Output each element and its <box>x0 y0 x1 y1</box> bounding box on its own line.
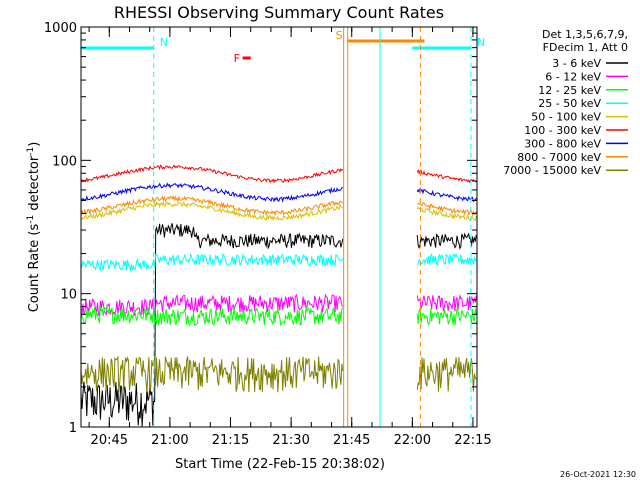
series-line-8 <box>80 355 344 393</box>
x-axis-label: Start Time (22-Feb-15 20:38:02) <box>175 457 385 472</box>
x-tick-label: 21:00 <box>151 433 188 448</box>
series-line-0 <box>80 223 344 427</box>
series-line-1 <box>416 293 477 312</box>
series-line-5 <box>416 168 477 184</box>
flag-label-N: N <box>160 36 168 49</box>
legend-label: 50 - 100 keV <box>531 111 601 124</box>
series-line-4 <box>80 200 344 222</box>
x-axis: 20:45 21:00 21:15 21:30 21:45 22:00 22:15 <box>88 27 492 448</box>
x-tick-label: 22:15 <box>454 433 491 448</box>
series-line-6 <box>416 187 477 203</box>
y-axis-label: Count Rate (s-1 detector-1) <box>26 142 42 313</box>
series-line-0 <box>416 232 477 250</box>
y-tick-label: 10 <box>60 288 77 303</box>
flag-label-S: S <box>336 29 343 42</box>
y-axis: 1 10 100 1000 <box>44 21 477 436</box>
series-line-6 <box>80 182 344 203</box>
legend-label: 12 - 25 keV <box>538 84 601 97</box>
series-line-7 <box>80 194 343 217</box>
series-line-2 <box>80 306 343 327</box>
plot-frame <box>80 26 478 428</box>
y-tick-label: 100 <box>52 154 77 169</box>
x-tick-label: 21:45 <box>333 433 370 448</box>
legend-label: 6 - 12 keV <box>545 70 601 83</box>
legend-label: 25 - 50 keV <box>538 97 601 110</box>
footer-date: 26-Oct-2021 12:30 <box>560 470 636 479</box>
x-tick-label: 21:30 <box>272 433 309 448</box>
y-tick-label: 1000 <box>44 21 77 36</box>
legend-label: 800 - 7000 keV <box>517 151 601 164</box>
legend-header: Det 1,3,5,6,7,9, <box>542 28 628 41</box>
series-line-5 <box>80 164 344 184</box>
x-tick-label: 21:15 <box>212 433 249 448</box>
x-tick-label: 20:45 <box>91 433 128 448</box>
legend-label: 300 - 800 keV <box>524 137 601 150</box>
legend-label: 7000 - 15000 keV <box>503 164 601 177</box>
series-line-3 <box>416 252 477 267</box>
series-line-4 <box>416 206 477 222</box>
data-layer <box>80 164 477 427</box>
x-tick-label: 22:00 <box>394 433 431 448</box>
series-line-3 <box>80 252 344 271</box>
legend-label: 100 - 300 keV <box>524 124 601 137</box>
chart-title: RHESSI Observing Summary Count Rates <box>114 3 444 22</box>
series-line-2 <box>416 306 477 326</box>
flag-layer: N N S F <box>81 27 485 427</box>
flag-label-N: N <box>477 36 485 49</box>
flag-label-F: F <box>234 52 240 65</box>
series-line-7 <box>417 202 477 217</box>
legend-label: 3 - 6 keV <box>552 57 601 70</box>
legend: Det 1,3,5,6,7,9,FDecim 1, Att 0 3 - 6 keV… <box>503 28 628 177</box>
y-tick-label: 1 <box>69 421 77 436</box>
legend-header: FDecim 1, Att 0 <box>543 41 628 54</box>
series-line-8 <box>416 356 477 392</box>
